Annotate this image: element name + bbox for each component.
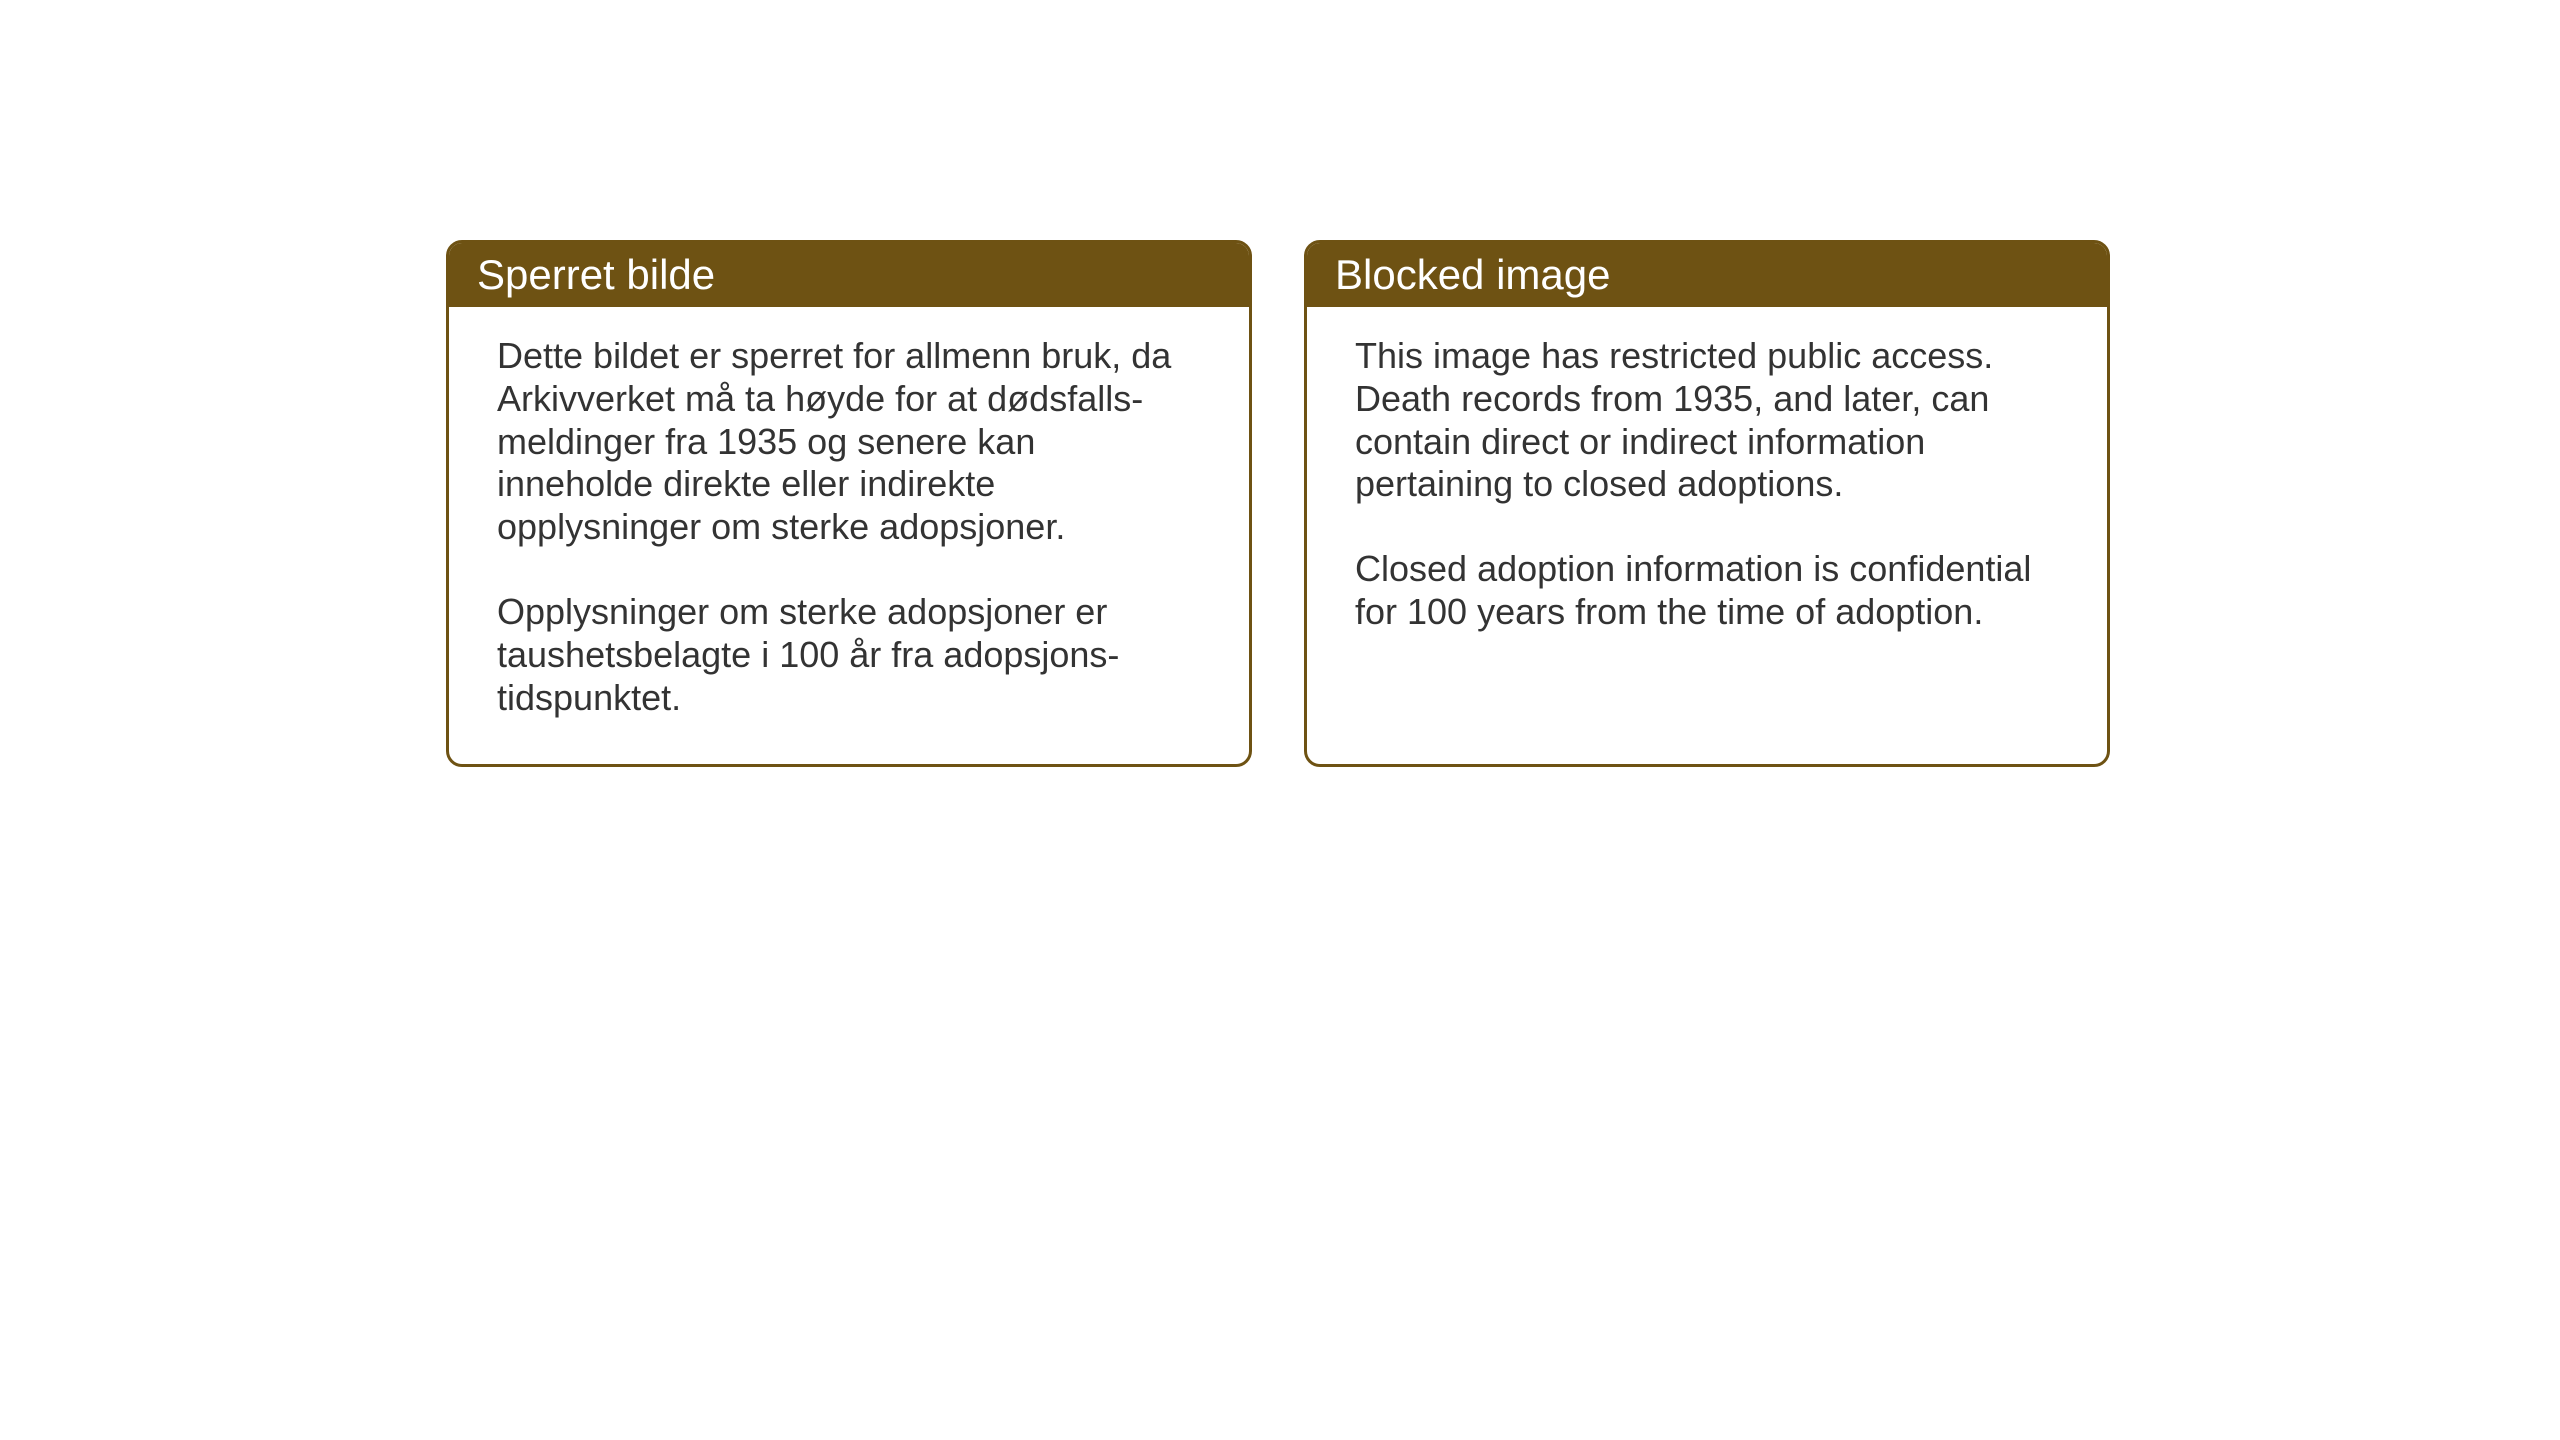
- english-paragraph-2: Closed adoption information is confident…: [1355, 548, 2059, 634]
- english-card-body: This image has restricted public access.…: [1307, 307, 2107, 734]
- notice-container: Sperret bilde Dette bildet er sperret fo…: [446, 240, 2110, 767]
- norwegian-card-title: Sperret bilde: [449, 243, 1249, 307]
- norwegian-notice-card: Sperret bilde Dette bildet er sperret fo…: [446, 240, 1252, 767]
- english-notice-card: Blocked image This image has restricted …: [1304, 240, 2110, 767]
- english-card-title: Blocked image: [1307, 243, 2107, 307]
- english-paragraph-1: This image has restricted public access.…: [1355, 335, 2059, 506]
- norwegian-paragraph-2: Opplysninger om sterke adopsjoner er tau…: [497, 591, 1201, 719]
- norwegian-paragraph-1: Dette bildet er sperret for allmenn bruk…: [497, 335, 1201, 549]
- norwegian-card-body: Dette bildet er sperret for allmenn bruk…: [449, 307, 1249, 764]
